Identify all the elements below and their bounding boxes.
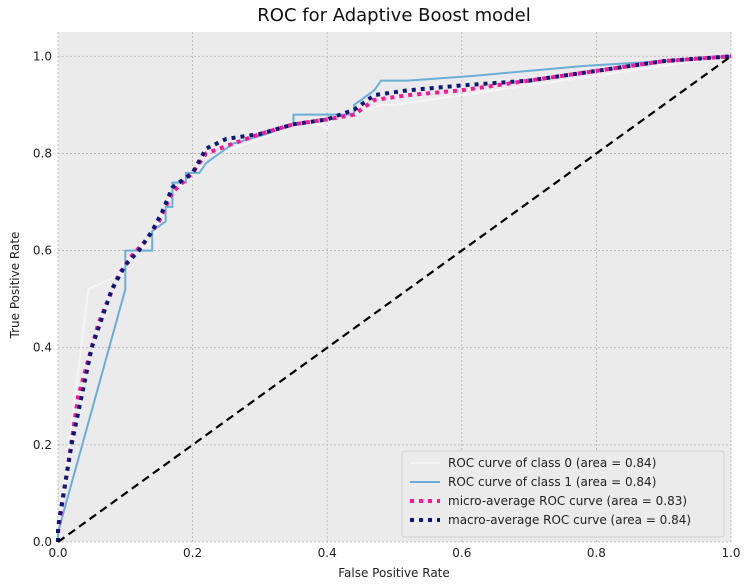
chart-title: ROC for Adaptive Boost model	[257, 5, 530, 26]
x-tick-label-1: 0.2	[183, 546, 202, 560]
y-axis-label: True Positive Rate	[8, 232, 22, 340]
x-axis-label: False Positive Rate	[338, 566, 450, 580]
x-tick-label-4: 0.8	[587, 546, 606, 560]
x-tick-label-3: 0.6	[452, 546, 471, 560]
x-tick-label-0: 0.0	[48, 546, 67, 560]
series-line-3	[56, 54, 732, 542]
y-tick-label-1: 0.2	[33, 438, 52, 452]
y-tick-label-5: 1.0	[33, 49, 52, 63]
series-layer	[56, 54, 732, 543]
y-tick-label-4: 0.8	[33, 146, 52, 160]
y-tick-label-3: 0.6	[33, 244, 52, 258]
x-tick-label-2: 0.4	[318, 546, 337, 560]
y-tick-label-0: 0.0	[33, 535, 52, 549]
legend-label-1: ROC curve of class 1 (area = 0.84)	[448, 475, 656, 489]
legend: ROC curve of class 0 (area = 0.84) ROC cu…	[401, 450, 725, 538]
series-line-4	[57, 55, 732, 543]
y-tick-label-2: 0.4	[33, 341, 52, 355]
x-tick-label-5: 1.0	[721, 546, 740, 560]
legend-box	[401, 450, 725, 538]
legend-label-0: ROC curve of class 0 (area = 0.84)	[448, 456, 656, 470]
legend-label-3: macro-average ROC curve (area = 0.84)	[448, 513, 691, 527]
tick-labels: 0.0 0.2 0.4 0.6 0.8 1.0 0.0 0.2 0.4 0.6 0.8 1.0	[33, 49, 741, 560]
legend-label-2: micro-average ROC curve (area = 0.83)	[448, 494, 687, 508]
series-line-1	[57, 55, 732, 542]
